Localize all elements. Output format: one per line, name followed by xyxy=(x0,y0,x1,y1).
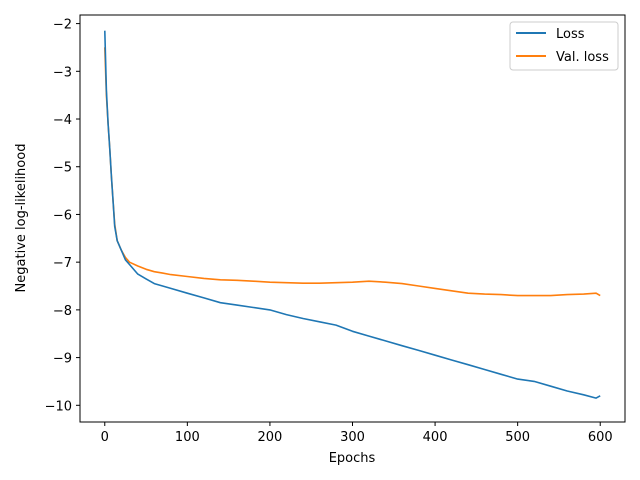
x-tick-label: 0 xyxy=(101,430,109,445)
x-tick-label: 200 xyxy=(258,430,283,445)
y-tick-label: −6 xyxy=(53,208,72,223)
legend-label-val-loss: Val. loss xyxy=(556,50,609,65)
series-line-loss xyxy=(104,30,601,399)
x-tick-label: 100 xyxy=(175,430,200,445)
y-tick-label: −2 xyxy=(53,18,72,33)
y-axis-label: Negative log-likelihood xyxy=(14,144,29,293)
legend-label-loss: Loss xyxy=(556,27,585,42)
legend: Loss Val. loss xyxy=(509,21,619,71)
plot-area xyxy=(79,14,626,423)
x-axis-label: Epochs xyxy=(329,451,376,466)
x-axis: 0 100 200 300 400 500 600 xyxy=(101,422,613,445)
y-tick-label: −10 xyxy=(45,399,72,414)
series-layer xyxy=(104,30,601,399)
x-tick-label: 400 xyxy=(423,430,448,445)
x-tick-label: 600 xyxy=(588,430,613,445)
y-tick-label: −9 xyxy=(53,352,72,367)
y-axis: −10 −9 −8 −7 −6 −5 −4 −3 −2 xyxy=(45,18,80,414)
y-tick-label: −4 xyxy=(53,113,72,128)
y-tick-label: −7 xyxy=(53,256,72,271)
x-tick-label: 500 xyxy=(505,430,530,445)
y-tick-label: −3 xyxy=(53,65,72,80)
y-tick-label: −5 xyxy=(53,161,72,176)
y-tick-label: −8 xyxy=(53,304,72,319)
x-tick-label: 300 xyxy=(340,430,365,445)
